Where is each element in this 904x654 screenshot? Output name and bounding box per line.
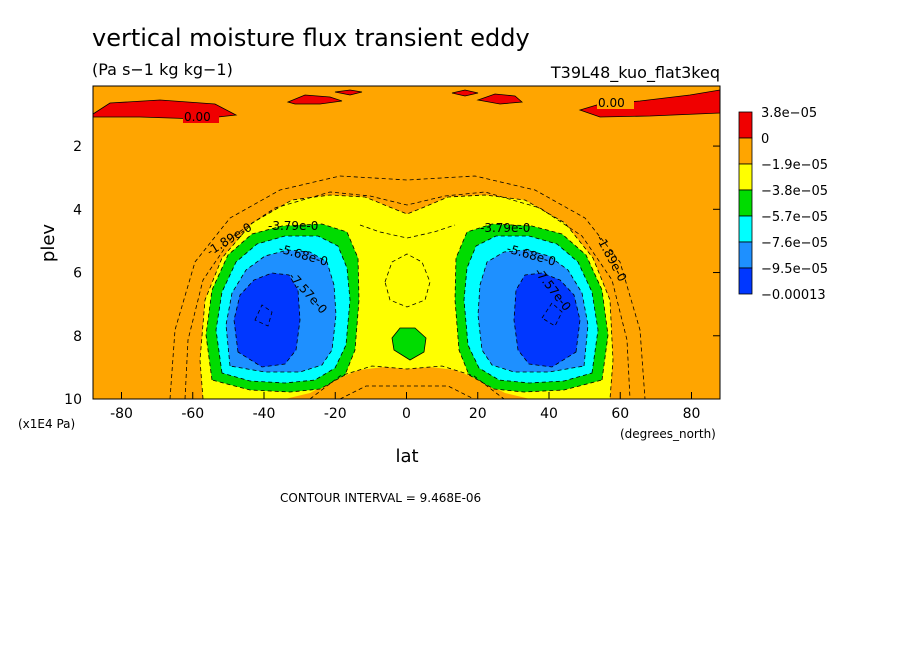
y-tick-label: 6 — [73, 266, 82, 282]
legend-label: −1.9e−05 — [761, 158, 828, 173]
contour-minus-7-57e-05-sh — [225, 249, 337, 373]
x-tick-label: -80 — [110, 406, 133, 422]
legend-label: −0.00013 — [761, 288, 826, 303]
contour-label: -3.79e-0 — [480, 221, 530, 235]
plot-area: 0.00 0.00 -1.89e-0 -3.79e-0 -5.68e-0 -7.… — [93, 86, 720, 399]
legend-swatch — [738, 189, 753, 217]
x-axis-label: lat — [395, 446, 418, 467]
region-core-sh — [234, 273, 300, 367]
contour-minus-5-68e-05-nh — [463, 235, 599, 384]
contour-minus-7-57e-05-nh — [477, 249, 589, 373]
contour-label: -3.79e-0 — [268, 219, 318, 233]
contour-label: 0.00 — [184, 110, 211, 124]
region-core-nh — [514, 273, 580, 367]
legend-swatch — [738, 137, 753, 165]
region-green-equator — [391, 327, 427, 361]
region-positive-small-b — [334, 89, 363, 96]
contour-lines — [169, 175, 646, 399]
x-tick-label: -40 — [253, 406, 276, 422]
x-tick-label: 0 — [402, 406, 411, 422]
contour-inner-nh — [541, 302, 563, 327]
contour-interval-note: CONTOUR INTERVAL = 9.468E-06 — [280, 491, 481, 505]
y-axis-ticks: 2 4 6 8 10 — [64, 139, 720, 408]
legend-label: 3.8e−05 — [761, 106, 817, 121]
region-positive-small-d — [476, 93, 523, 105]
x-tick-label: 40 — [540, 406, 558, 422]
chart-title: vertical moisture flux transient eddy — [92, 24, 530, 52]
chart-units: (Pa s−1 kg kg−1) — [92, 60, 233, 79]
contour-minus-1-89e-05 — [199, 194, 614, 399]
contour-outer — [169, 175, 646, 399]
contour-label-bg — [597, 95, 634, 109]
legend-swatch — [738, 241, 753, 269]
contour-label: 0.00 — [598, 96, 625, 110]
contour-minus-5-68e-05-sh — [215, 235, 351, 384]
x-axis-ticks: -80 -60 -40 -20 0 20 40 60 80 — [110, 392, 700, 422]
contour-inner-sh — [254, 304, 273, 327]
legend-label: −7.6e−05 — [761, 236, 828, 251]
contour-second — [184, 191, 631, 399]
y-axis-label: plev — [38, 224, 59, 263]
region-positive-small-c — [451, 89, 479, 97]
run-label: T39L48_kuo_flat3keq — [550, 63, 720, 83]
y-tick-label: 10 — [64, 392, 82, 408]
y-axis-units: (x1E4 Pa) — [18, 417, 75, 431]
contour-equator-arc — [359, 224, 456, 239]
contour-bottom-arc-2 — [339, 385, 475, 399]
legend-label: −5.7e−05 — [761, 210, 828, 225]
y-tick-label: 2 — [73, 139, 82, 155]
contour-minus-3-79e-05-nh — [454, 223, 609, 393]
legend-swatch — [738, 215, 753, 243]
y-tick-label: 4 — [73, 202, 82, 218]
x-tick-label: 60 — [611, 406, 629, 422]
contour-minus-3-79e-05-sh — [205, 223, 360, 393]
legend-label: −3.8e−05 — [761, 184, 828, 199]
legend-label: 0 — [761, 132, 769, 147]
legend-swatch — [738, 267, 753, 295]
legend-label: −9.5e−05 — [761, 262, 828, 277]
x-tick-label: -60 — [181, 406, 204, 422]
contour-equator-upper — [384, 253, 431, 308]
region-positive-nh — [578, 89, 720, 118]
region-positive-small-a — [286, 94, 343, 105]
legend-swatch — [738, 163, 753, 191]
x-tick-label: -20 — [324, 406, 347, 422]
legend-swatch — [738, 111, 753, 139]
color-legend: 3.8e−05 0 −1.9e−05 −3.8e−05 −5.7e−05 −7.6e−05… — [738, 106, 828, 303]
contour-label-bg — [183, 109, 219, 123]
x-tick-label: 80 — [683, 406, 701, 422]
contour-bottom-arc — [309, 365, 505, 399]
x-axis-units: (degrees_north) — [620, 427, 716, 441]
x-tick-label: 20 — [469, 406, 487, 422]
y-tick-label: 8 — [73, 329, 82, 345]
